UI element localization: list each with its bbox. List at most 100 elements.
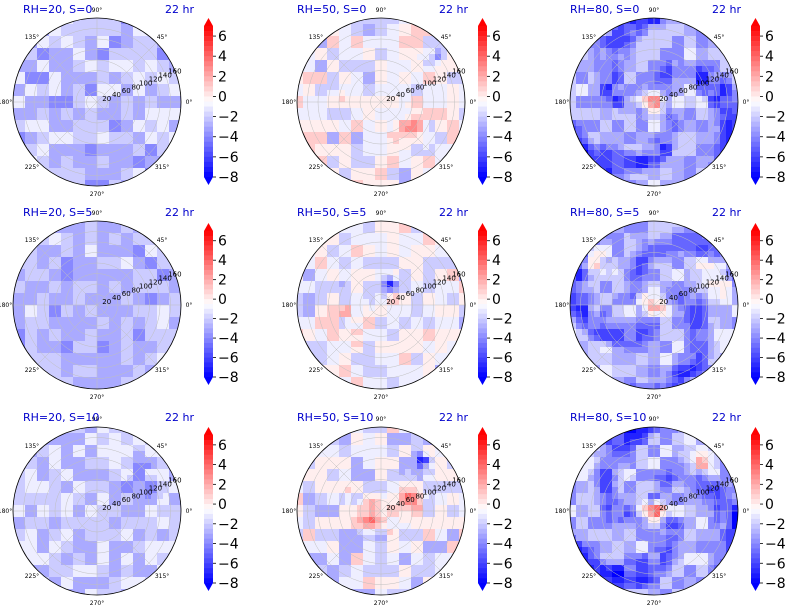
field-cell: [423, 96, 429, 102]
field-cell: [139, 233, 145, 239]
field-cell: [600, 287, 606, 293]
field-cell: [447, 96, 453, 102]
field-cell: [321, 299, 327, 305]
field-cell: [690, 48, 696, 54]
field-cell: [459, 90, 465, 96]
field-cell: [133, 162, 139, 168]
field-cell: [453, 293, 459, 299]
field-cell: [357, 341, 363, 347]
field-cell: [588, 341, 594, 347]
field-cell: [720, 257, 726, 263]
field-cell: [163, 299, 169, 305]
field-cell: [169, 287, 175, 293]
field-cell: [345, 42, 351, 48]
field-cell: [600, 120, 606, 126]
field-cell: [429, 287, 435, 293]
field-cell: [405, 305, 411, 311]
colorbar-segment: [751, 231, 760, 237]
field-cell: [103, 144, 109, 150]
field-cell: [648, 293, 654, 299]
field-cell: [411, 168, 417, 174]
field-cell: [37, 108, 43, 114]
field-cell: [606, 84, 612, 90]
field-cell: [97, 275, 103, 281]
radial-tick-label: 100: [139, 282, 152, 290]
field-cell: [67, 433, 73, 439]
field-cell: [309, 257, 315, 263]
field-cell: [642, 263, 648, 269]
field-cell: [720, 138, 726, 144]
field-cell: [570, 96, 576, 102]
field-cell: [345, 281, 351, 287]
field-cell: [73, 493, 79, 499]
field-cell: [369, 275, 375, 281]
field-cell: [417, 120, 423, 126]
field-cell: [85, 96, 91, 102]
colorbar-segment: [478, 116, 487, 122]
field-cell: [73, 174, 79, 180]
field-cell: [79, 463, 85, 469]
field-cell: [127, 347, 133, 353]
field-cell: [363, 329, 369, 335]
field-cell: [19, 48, 25, 54]
field-cell: [393, 162, 399, 168]
field-cell: [411, 138, 417, 144]
field-cell: [690, 323, 696, 329]
angle-tick-label: 270°: [647, 394, 661, 401]
field-cell: [375, 144, 381, 150]
field-cell: [25, 54, 31, 60]
field-cell: [339, 233, 345, 239]
field-cell: [175, 293, 181, 299]
field-cell: [588, 269, 594, 275]
field-cell: [79, 371, 85, 377]
field-cell: [19, 84, 25, 90]
field-cell: [151, 150, 157, 156]
field-cell: [369, 36, 375, 42]
field-cell: [417, 42, 423, 48]
field-cell: [91, 72, 97, 78]
field-cell: [79, 299, 85, 305]
field-cell: [588, 257, 594, 263]
field-cell: [133, 481, 139, 487]
field-cell: [85, 78, 91, 84]
field-cell: [459, 305, 465, 311]
field-cell: [157, 90, 163, 96]
field-cell: [109, 72, 115, 78]
field-cell: [660, 78, 666, 84]
field-cell: [145, 114, 151, 120]
field-cell: [405, 120, 411, 126]
field-cell: [576, 108, 582, 114]
field-cell: [459, 114, 465, 120]
field-cell: [13, 60, 19, 66]
field-cell: [85, 144, 91, 150]
field-cell: [612, 180, 618, 186]
field-cell: [690, 18, 696, 24]
colorbar-segment: [204, 260, 213, 266]
field-cell: [79, 60, 85, 66]
field-cell: [678, 66, 684, 72]
field-cell: [399, 144, 405, 150]
field-cell: [97, 335, 103, 341]
colorbar-segment: [751, 235, 760, 242]
field-cell: [363, 156, 369, 162]
field-cell: [447, 257, 453, 263]
field-cell: [666, 162, 672, 168]
field-cell: [303, 150, 309, 156]
field-cell: [624, 132, 630, 138]
field-cell: [672, 341, 678, 347]
field-cell: [157, 475, 163, 481]
panel-2: 90°45°0°315°270°225°180°135°20 40 60 801001…: [282, 3, 513, 198]
radial-tick-label: 80: [688, 286, 697, 294]
field-cell: [618, 126, 624, 132]
field-cell: [624, 293, 630, 299]
field-cell: [672, 317, 678, 323]
field-cell: [327, 156, 333, 162]
field-cell: [642, 180, 648, 186]
field-cell: [43, 469, 49, 475]
field-cell: [423, 84, 429, 90]
field-cell: [91, 48, 97, 54]
field-cell: [79, 481, 85, 487]
field-cell: [381, 353, 387, 359]
field-cell: [441, 150, 447, 156]
field-cell: [393, 138, 399, 144]
